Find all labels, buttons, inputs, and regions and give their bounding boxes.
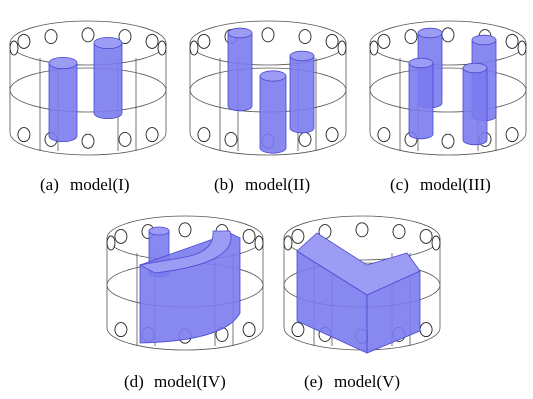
coil — [115, 229, 127, 243]
conductor — [463, 68, 487, 145]
conductor — [260, 76, 286, 153]
subfigure-caption: model(II) — [245, 175, 310, 194]
coil — [243, 323, 255, 337]
coil — [338, 41, 346, 55]
subfigure-label: (d) — [124, 372, 144, 391]
coil — [370, 41, 378, 55]
conductor-top — [228, 28, 252, 38]
subfigure-caption: model(III) — [420, 175, 491, 194]
conductor-top — [463, 63, 487, 73]
coil — [198, 34, 210, 48]
coil — [405, 30, 417, 44]
subfigure-b — [190, 21, 346, 155]
coil — [442, 28, 454, 42]
coil — [506, 128, 518, 142]
coil — [115, 323, 127, 337]
subfigure-a — [10, 21, 166, 155]
drum-middle — [10, 68, 166, 112]
coil — [442, 134, 454, 148]
conductor — [409, 63, 433, 139]
subfigure-label: (b) — [214, 175, 234, 194]
coil — [243, 229, 255, 243]
coil — [393, 225, 405, 239]
coil — [107, 236, 115, 250]
subfigure-c — [370, 21, 526, 155]
coil — [378, 128, 390, 142]
coil — [356, 223, 368, 237]
coil — [225, 132, 237, 146]
coil — [299, 30, 311, 44]
coil — [518, 41, 526, 55]
coil — [198, 128, 210, 142]
coil — [432, 236, 440, 250]
coil — [284, 236, 292, 250]
subfigure-e — [284, 216, 440, 353]
coil — [18, 128, 30, 142]
figure: (a) model(I) (b) model(II) (c) model(III… — [0, 0, 533, 399]
coil — [326, 128, 338, 142]
subfigure-caption: model(V) — [334, 372, 400, 391]
subfigure-caption: model(IV) — [154, 372, 226, 391]
subfigure-label: (a) — [40, 175, 59, 194]
conductor — [290, 56, 314, 133]
coil — [326, 34, 338, 48]
conductor — [49, 63, 77, 142]
conductor-top — [409, 58, 433, 68]
coil — [190, 41, 198, 55]
subfigure-label: (c) — [390, 175, 409, 194]
coil — [82, 134, 94, 148]
coil — [506, 34, 518, 48]
conductor-top — [418, 28, 442, 38]
coil — [420, 229, 432, 243]
coil — [45, 30, 57, 44]
coil — [420, 323, 432, 337]
conductor-top — [290, 51, 314, 61]
conductor-top — [260, 71, 286, 81]
coil — [378, 34, 390, 48]
subfigure-caption: model(I) — [70, 175, 129, 194]
coil — [10, 41, 18, 55]
coil — [18, 34, 30, 48]
coil — [179, 223, 191, 237]
subfigure-d — [107, 216, 263, 350]
conductor-top — [149, 227, 169, 235]
coil — [255, 236, 263, 250]
coil — [292, 323, 304, 337]
conductor-top — [49, 57, 77, 68]
coil — [299, 132, 311, 146]
conductor-top — [94, 37, 122, 48]
conductor — [228, 33, 252, 111]
conductor — [94, 43, 122, 119]
conductor-top — [472, 35, 496, 45]
coil — [146, 128, 158, 142]
subfigure-label: (e) — [304, 372, 323, 391]
coil — [262, 28, 274, 42]
coil — [146, 34, 158, 48]
coil — [158, 41, 166, 55]
drum-middle — [370, 68, 526, 112]
coil — [82, 28, 94, 42]
coil — [119, 132, 131, 146]
coil — [292, 229, 304, 243]
